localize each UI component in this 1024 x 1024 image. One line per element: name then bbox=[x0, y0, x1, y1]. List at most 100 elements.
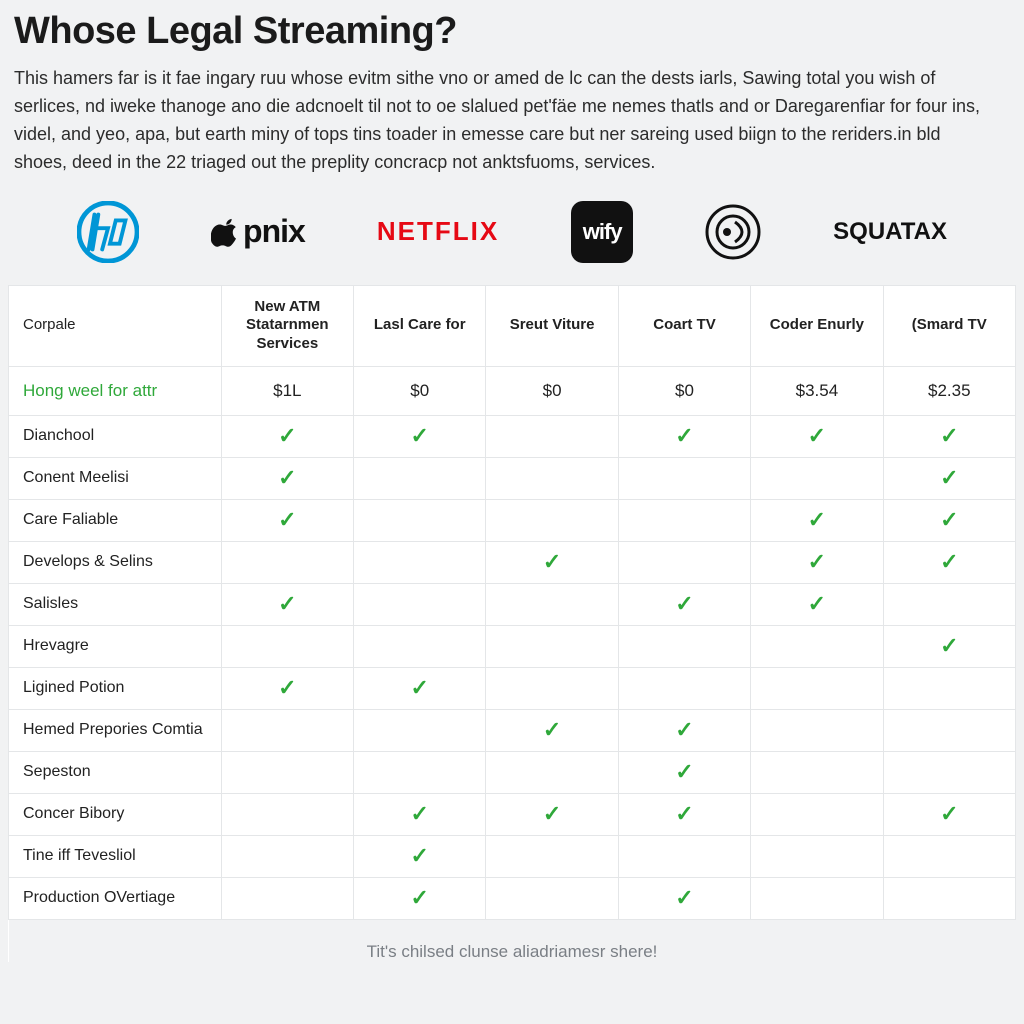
wify-box: wify bbox=[571, 201, 633, 263]
feature-cell bbox=[221, 835, 353, 877]
row-label: Sepeston bbox=[9, 751, 222, 793]
col-header: Sreut Viture bbox=[486, 285, 618, 366]
feature-cell: ✓ bbox=[221, 583, 353, 625]
logo-netflix: NETFLIX bbox=[377, 201, 499, 263]
feature-cell bbox=[751, 793, 883, 835]
feature-cell bbox=[618, 625, 750, 667]
row-label: Dianchool bbox=[9, 415, 222, 457]
table-row: Conent Meelisi✓✓ bbox=[9, 457, 1016, 499]
check-icon: ✓ bbox=[278, 423, 296, 448]
feature-cell: ✓ bbox=[354, 793, 486, 835]
feature-cell bbox=[221, 541, 353, 583]
feature-cell: ✓ bbox=[883, 499, 1015, 541]
feature-cell: ✓ bbox=[221, 667, 353, 709]
price-cell: $3.54 bbox=[751, 366, 883, 415]
check-icon: ✓ bbox=[278, 675, 296, 700]
check-icon: ✓ bbox=[278, 591, 296, 616]
row-label: Care Faliable bbox=[9, 499, 222, 541]
check-icon: ✓ bbox=[808, 591, 826, 616]
check-icon: ✓ bbox=[543, 549, 561, 574]
feature-cell bbox=[751, 667, 883, 709]
feature-cell bbox=[751, 457, 883, 499]
feature-cell bbox=[618, 499, 750, 541]
feature-cell bbox=[486, 877, 618, 919]
check-icon: ✓ bbox=[543, 717, 561, 742]
feature-cell: ✓ bbox=[883, 415, 1015, 457]
apple-icon bbox=[211, 217, 241, 247]
feature-cell: ✓ bbox=[221, 415, 353, 457]
check-icon: ✓ bbox=[940, 549, 958, 574]
feature-cell: ✓ bbox=[883, 541, 1015, 583]
feature-cell bbox=[751, 877, 883, 919]
feature-cell: ✓ bbox=[751, 415, 883, 457]
feature-cell: ✓ bbox=[354, 877, 486, 919]
feature-cell bbox=[354, 709, 486, 751]
logo-wify: wify bbox=[571, 201, 633, 263]
logo-row: pnix NETFLIX wify SQUATAX bbox=[0, 195, 1024, 285]
feature-cell bbox=[486, 667, 618, 709]
intro-paragraph: This hamers far is it fae ingary ruu who… bbox=[0, 59, 1010, 195]
feature-cell: ✓ bbox=[883, 457, 1015, 499]
comparison-table: Corpale New ATM Statarnmen Services Lasl… bbox=[8, 285, 1016, 962]
feature-cell bbox=[221, 751, 353, 793]
feature-cell: ✓ bbox=[618, 793, 750, 835]
feature-cell bbox=[354, 625, 486, 667]
row-label: Tine iff Tevesliol bbox=[9, 835, 222, 877]
price-cell: $2.35 bbox=[883, 366, 1015, 415]
feature-cell: ✓ bbox=[221, 499, 353, 541]
check-icon: ✓ bbox=[410, 843, 428, 868]
feature-cell bbox=[354, 751, 486, 793]
feature-cell bbox=[354, 499, 486, 541]
col-header: Coder Enurly bbox=[751, 285, 883, 366]
check-icon: ✓ bbox=[808, 549, 826, 574]
feature-cell: ✓ bbox=[883, 793, 1015, 835]
row-label: Concer Bibory bbox=[9, 793, 222, 835]
check-icon: ✓ bbox=[410, 675, 428, 700]
check-icon: ✓ bbox=[940, 423, 958, 448]
check-icon: ✓ bbox=[940, 465, 958, 490]
feature-cell bbox=[221, 793, 353, 835]
row-label: Hong weel for attr bbox=[9, 366, 222, 415]
feature-cell: ✓ bbox=[618, 877, 750, 919]
logo-doll bbox=[705, 201, 761, 263]
row-label: Salisles bbox=[9, 583, 222, 625]
table-row: Production OVertiage ✓ ✓ bbox=[9, 877, 1016, 919]
header-label: Corpale bbox=[9, 285, 222, 366]
table-row: Hrevagre✓ bbox=[9, 625, 1016, 667]
feature-cell bbox=[618, 667, 750, 709]
hp-icon bbox=[77, 201, 139, 263]
feature-cell bbox=[618, 835, 750, 877]
row-label: Production OVertiage bbox=[9, 877, 222, 919]
feature-cell: ✓ bbox=[486, 709, 618, 751]
circle-graphic-icon bbox=[705, 204, 761, 260]
feature-cell bbox=[486, 499, 618, 541]
table-row: Sepeston✓ bbox=[9, 751, 1016, 793]
feature-cell: ✓ bbox=[751, 583, 883, 625]
row-label: Ligined Potion bbox=[9, 667, 222, 709]
feature-cell: ✓ bbox=[618, 583, 750, 625]
check-icon: ✓ bbox=[940, 507, 958, 532]
feature-cell bbox=[751, 625, 883, 667]
price-cell: $0 bbox=[618, 366, 750, 415]
table-row: Tine iff Tevesliol ✓ bbox=[9, 835, 1016, 877]
price-row: Hong weel for attr$1L$0$0$0$3.54$2.35 bbox=[9, 366, 1016, 415]
header-row: Corpale New ATM Statarnmen Services Lasl… bbox=[9, 285, 1016, 366]
feature-cell: ✓ bbox=[221, 457, 353, 499]
price-cell: $0 bbox=[486, 366, 618, 415]
table-row: Hemed Prepories Comtia✓✓ bbox=[9, 709, 1016, 751]
feature-cell bbox=[883, 835, 1015, 877]
feature-cell: ✓ bbox=[354, 667, 486, 709]
feature-cell bbox=[354, 457, 486, 499]
table-row: Develops & Selins✓✓✓ bbox=[9, 541, 1016, 583]
feature-cell bbox=[486, 625, 618, 667]
feature-cell bbox=[221, 625, 353, 667]
feature-cell: ✓ bbox=[751, 499, 883, 541]
check-icon: ✓ bbox=[675, 423, 693, 448]
feature-cell bbox=[354, 583, 486, 625]
logo-squatax: SQUATAX bbox=[833, 201, 947, 263]
feature-cell bbox=[883, 877, 1015, 919]
feature-cell: ✓ bbox=[486, 541, 618, 583]
row-label: Hrevagre bbox=[9, 625, 222, 667]
col-header: (Smard TV bbox=[883, 285, 1015, 366]
feature-cell bbox=[751, 709, 883, 751]
